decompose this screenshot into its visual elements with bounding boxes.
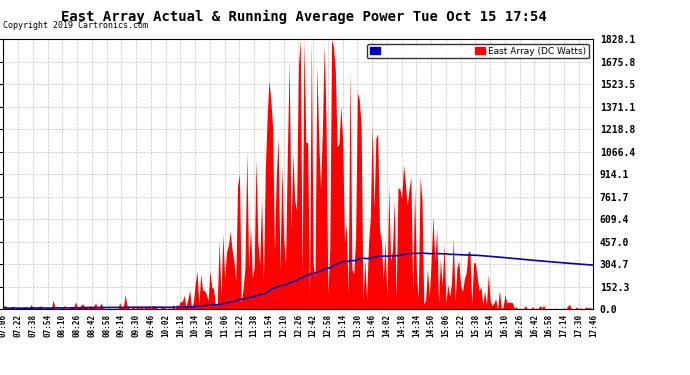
Legend: Average (DC Watts), East Array (DC Watts): Average (DC Watts), East Array (DC Watts… [367, 44, 589, 58]
Text: East Array Actual & Running Average Power Tue Oct 15 17:54: East Array Actual & Running Average Powe… [61, 9, 546, 24]
Text: Copyright 2019 Cartronics.com: Copyright 2019 Cartronics.com [3, 21, 148, 30]
